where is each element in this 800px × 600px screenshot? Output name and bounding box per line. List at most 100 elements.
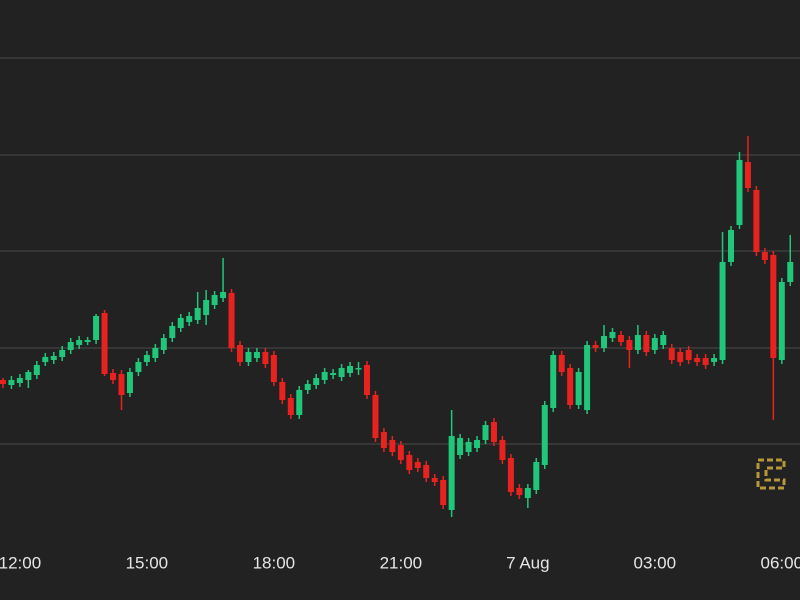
candle-body [431,478,438,482]
candle-body [541,405,548,465]
candle-body [465,442,472,452]
candle-body [397,445,404,460]
candle-body [474,440,481,448]
x-axis: 12:00 15:00 18:00 21:00 7 Aug 03:00 06:00 [0,553,800,572]
logo-icon [756,458,786,490]
candle-body [423,465,430,478]
candle-body [237,345,243,362]
candle-body [533,462,540,490]
candle-body [584,345,591,410]
candle-body [321,372,328,380]
candle-body [313,378,320,385]
candle-body [245,352,252,362]
candle-body [262,352,269,364]
candle-body [516,488,523,495]
candle-body [609,332,616,338]
candle-body [711,358,718,362]
candle-body [634,335,641,350]
x-tick-label: 18:00 [253,553,296,572]
candle-body [169,326,176,338]
candle-body [347,366,354,373]
candle-body [143,355,150,362]
candle-body [118,374,125,395]
candle-body [126,372,133,393]
candle-body [0,380,6,384]
candle-body [42,357,49,362]
candle-body [363,365,370,395]
candle-body [152,348,159,358]
candle-body [389,440,396,452]
candle-body [440,480,447,505]
candle-body [50,356,57,360]
candle-body [550,355,557,408]
candle-body [601,336,608,348]
candle-body [507,458,514,492]
grid [0,57,800,445]
x-tick-label: 15:00 [126,553,169,572]
candle-body [372,395,379,438]
candle-body [482,425,489,440]
candle-body [76,340,83,345]
candle-body [84,340,91,342]
candle-body [101,313,108,374]
candle-body [279,382,286,400]
candle-body [8,380,15,385]
candle-body [160,338,167,350]
candle-body [203,300,210,315]
candle-body [575,372,582,405]
candle-body [406,455,413,470]
candle-body [660,335,667,345]
x-tick-label: 7 Aug [506,553,550,572]
candle-body [16,378,23,383]
candles [0,136,794,517]
candle-body [668,348,675,360]
candle-body [626,340,633,350]
candle-body [25,372,32,380]
candle-body [253,352,260,358]
candle-body [211,295,218,305]
candle-body [677,352,684,362]
candle-body [778,282,785,360]
candle-body [770,255,777,358]
candle-body [524,488,531,498]
candle-body [719,262,726,360]
candle-body [270,355,277,382]
candle-body [736,160,743,225]
candle-body [643,335,650,352]
candle-body [558,355,565,372]
candle-body [304,384,311,390]
candle-body [330,373,337,375]
candle-body [567,368,574,405]
candle-body [490,422,497,442]
candle-body [186,316,193,322]
candle-body [499,440,506,460]
candle-body [177,318,184,328]
candle-body [592,345,599,348]
candle-body [728,230,735,262]
candle-body [744,162,751,188]
candle-body [694,358,701,362]
x-tick-label: 06:00 [761,553,800,572]
candle-body [110,373,117,380]
candle-body [220,292,227,298]
candle-body [753,190,760,252]
candle-body [59,350,66,357]
candle-body [617,335,624,342]
candle-body [93,316,100,340]
candle-body [457,438,464,455]
logo [756,458,786,490]
candle-body [338,368,345,377]
x-tick-label: 03:00 [634,553,677,572]
candle-body [380,432,387,448]
candle-body [702,358,709,365]
candle-body [448,436,455,510]
candle-body [228,293,235,348]
candle-body [787,262,794,282]
candle-body [33,365,40,375]
candle-body [296,390,303,415]
candle-body [685,350,692,360]
x-tick-label: 12:00 [0,553,41,572]
candle-body [135,362,142,372]
